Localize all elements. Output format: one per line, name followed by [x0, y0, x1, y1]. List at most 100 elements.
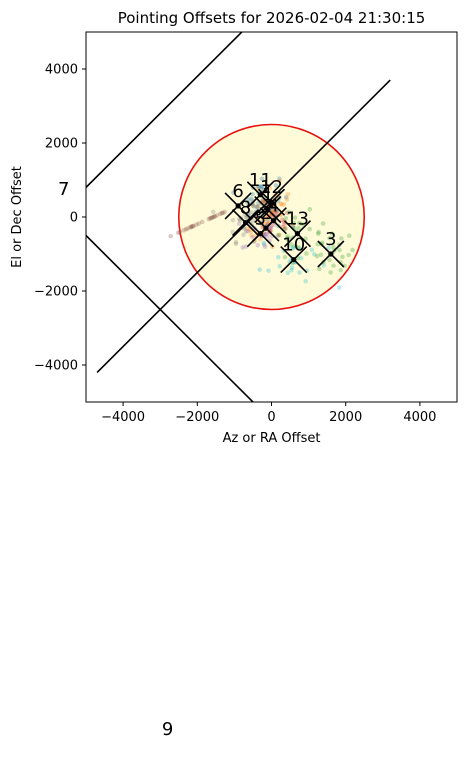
tolerance-circle	[177, 123, 366, 311]
data-point	[284, 197, 290, 202]
data-point	[217, 211, 223, 217]
cluster-label: 4	[268, 196, 279, 217]
data-point	[196, 221, 202, 226]
y-tick-label: −2000	[34, 285, 78, 300]
cluster-label: 11	[249, 170, 272, 191]
data-point	[320, 221, 326, 226]
data-point	[206, 216, 212, 222]
cluster-label: 9	[162, 719, 173, 740]
data-point	[263, 231, 269, 237]
cluster-center	[242, 219, 249, 226]
data-point	[260, 198, 265, 203]
data-point	[190, 223, 196, 229]
data-point	[279, 202, 284, 207]
data-point	[258, 183, 264, 189]
cluster-marker	[231, 208, 260, 237]
cluster-center	[291, 256, 297, 263]
data-point	[317, 266, 322, 272]
outside-cluster-labels: 79	[58, 179, 173, 740]
data-point	[290, 245, 296, 250]
reference-line	[86, 234, 254, 402]
data-point	[346, 252, 351, 258]
data-point	[337, 247, 342, 253]
data-point	[266, 268, 271, 273]
y-axis-label: El or Dec Offset	[10, 166, 25, 268]
data-point	[244, 200, 250, 205]
data-point	[331, 244, 336, 250]
data-point	[277, 178, 283, 183]
data-point	[285, 234, 291, 239]
data-point	[220, 210, 226, 216]
data-point	[212, 214, 217, 219]
data-point	[260, 216, 266, 221]
cluster-center	[235, 203, 241, 209]
data-point	[283, 215, 289, 221]
data-point	[299, 221, 305, 227]
cluster-marker	[257, 188, 286, 216]
cluster-label: 5	[255, 209, 266, 230]
data-point	[233, 241, 239, 247]
data-point	[241, 232, 246, 238]
data-point	[245, 226, 250, 232]
data-point	[210, 209, 216, 215]
data-point	[283, 195, 289, 200]
data-point	[177, 229, 183, 235]
data-point	[281, 202, 287, 207]
data-point	[318, 252, 324, 258]
data-point	[275, 254, 281, 260]
data-point	[338, 267, 344, 273]
data-point	[257, 267, 263, 272]
data-point	[291, 220, 297, 226]
data-point	[286, 209, 292, 215]
data-point	[282, 221, 287, 227]
data-point	[246, 197, 251, 202]
data-point	[284, 236, 290, 241]
data-point	[296, 245, 301, 250]
reference-line	[86, 32, 243, 188]
y-tick-label: 0	[70, 211, 78, 226]
data-point	[298, 255, 304, 261]
data-point	[309, 247, 315, 253]
data-point	[208, 215, 214, 221]
data-point	[278, 201, 284, 207]
cluster-label: 1	[262, 185, 273, 206]
data-point	[188, 225, 193, 230]
x-axis: −4000 −2000 0 2000 4000	[101, 402, 436, 425]
y-tick-label: 2000	[45, 137, 78, 152]
data-point	[339, 236, 344, 241]
data-point	[168, 233, 173, 239]
data-point	[314, 253, 320, 259]
cluster-label: 12	[260, 177, 283, 198]
cluster-label: 7	[58, 179, 69, 200]
cluster-label: 6	[232, 181, 243, 202]
data-point	[277, 232, 282, 238]
data-point	[214, 213, 220, 218]
data-point	[331, 263, 336, 268]
data-point	[289, 265, 295, 270]
data-point	[230, 217, 236, 223]
data-point	[259, 186, 265, 192]
data-point	[340, 254, 345, 260]
data-point	[273, 211, 279, 217]
data-point	[296, 246, 302, 251]
data-point	[259, 176, 265, 182]
cluster-center	[268, 199, 275, 205]
data-point	[194, 222, 199, 227]
x-tick-label: 2000	[329, 410, 362, 425]
data-point	[243, 228, 249, 234]
cluster-label: 10	[282, 235, 305, 256]
cluster-center	[294, 231, 301, 237]
data-point	[350, 247, 355, 253]
data-point	[255, 204, 261, 210]
data-point	[346, 233, 352, 239]
cluster-center	[328, 251, 334, 257]
x-tick-label: 4000	[403, 410, 436, 425]
data-point	[236, 221, 242, 227]
data-point	[256, 184, 262, 190]
data-point	[273, 209, 279, 214]
data-point	[282, 254, 288, 260]
data-point	[245, 228, 250, 234]
data-point	[254, 204, 260, 210]
data-point	[233, 239, 239, 245]
